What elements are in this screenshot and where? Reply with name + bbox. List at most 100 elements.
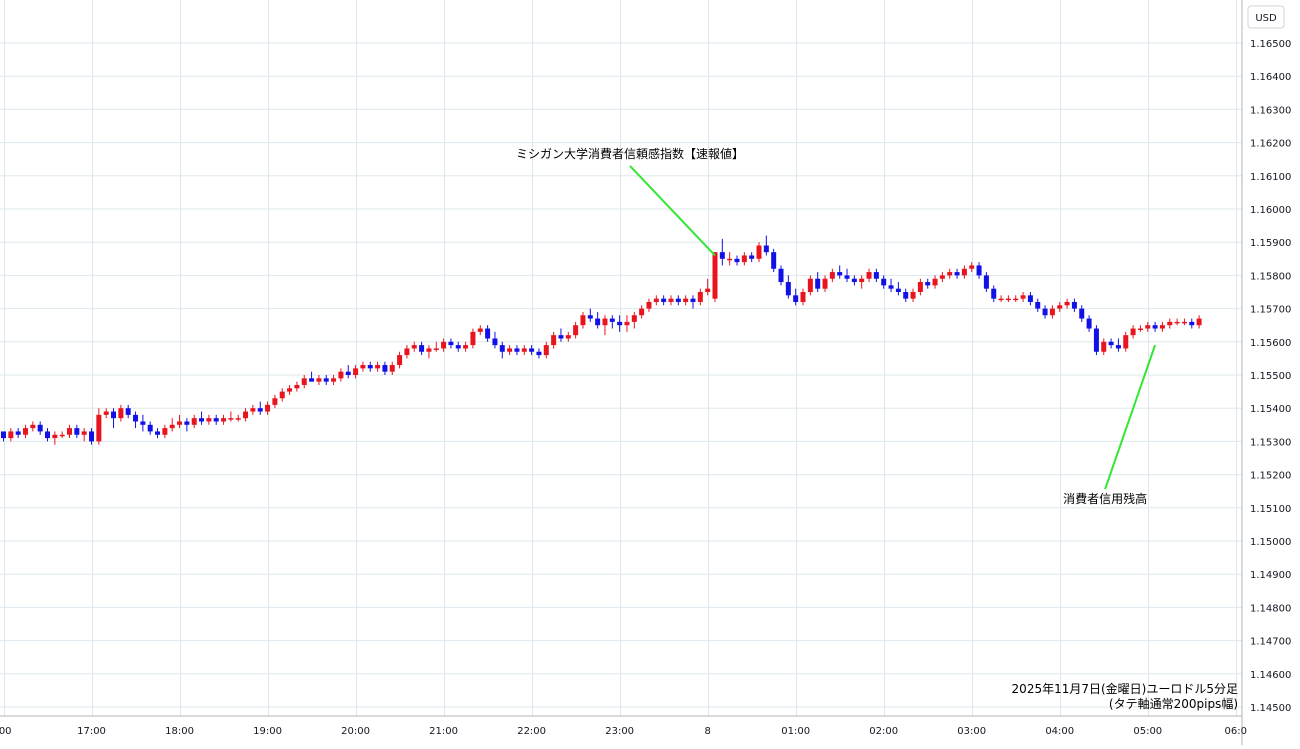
candle[interactable] [558,328,564,342]
candle[interactable] [338,368,344,382]
candle[interactable] [844,268,850,283]
candle[interactable] [191,414,197,429]
candle[interactable] [419,341,425,356]
candle[interactable] [961,265,967,279]
candle[interactable] [668,295,674,306]
candle[interactable] [1145,321,1151,332]
candle[interactable] [1079,305,1085,322]
candle[interactable] [1064,298,1070,309]
candle[interactable] [147,421,153,435]
candle[interactable] [793,288,799,306]
candle[interactable] [1,431,6,442]
candle[interactable] [52,431,58,445]
candle[interactable] [697,288,703,306]
candle[interactable] [573,321,579,339]
time-axis[interactable]: :00 17:00 18:00 19:00 20:00 21:00 22:00 23:00 8 0… [0,726,1247,737]
candle[interactable] [609,315,615,329]
candle[interactable] [1174,318,1180,326]
candle[interactable] [1042,305,1048,319]
candle[interactable] [837,265,843,279]
candle[interactable] [969,262,975,273]
candle[interactable] [37,421,43,435]
candle[interactable] [1020,292,1026,302]
candle[interactable] [169,418,175,432]
candle[interactable] [917,278,923,296]
candle[interactable] [1013,295,1019,302]
candle[interactable] [705,278,711,296]
candle[interactable] [426,345,432,359]
candle[interactable] [888,278,894,292]
candle[interactable] [895,282,901,296]
candle[interactable] [89,428,95,445]
candle[interactable] [543,341,549,359]
candle[interactable] [851,275,857,286]
candle[interactable] [741,252,747,266]
candle[interactable] [1005,295,1011,302]
candle[interactable] [1137,325,1143,332]
candle[interactable] [565,331,571,342]
candle[interactable] [323,375,329,385]
candle[interactable] [859,275,865,289]
candle[interactable] [59,431,65,439]
candle[interactable] [822,275,828,292]
candle[interactable] [162,424,168,439]
candle[interactable] [954,268,960,279]
candle[interactable] [719,238,725,266]
candle[interactable] [785,275,791,299]
candle[interactable] [316,375,322,385]
candle[interactable] [932,275,938,289]
candle[interactable] [250,404,256,415]
candle[interactable] [807,275,813,296]
candle[interactable] [903,288,909,302]
candle[interactable] [265,401,271,415]
candle[interactable] [1027,292,1033,306]
candle[interactable] [360,361,366,372]
candle[interactable] [756,242,762,263]
candle[interactable] [580,311,586,329]
candle[interactable] [477,325,483,336]
candle[interactable] [23,424,29,439]
candle[interactable] [441,338,447,352]
candle[interactable] [800,288,806,306]
candle[interactable] [221,414,227,425]
candle[interactable] [646,298,652,312]
candle[interactable] [1196,315,1202,329]
candle[interactable] [81,428,87,442]
candle[interactable] [257,401,263,415]
candle[interactable] [30,421,36,432]
candle[interactable] [1189,318,1195,329]
candle[interactable] [763,235,769,256]
candle[interactable] [602,315,608,336]
candle[interactable] [1167,318,1173,329]
candle[interactable] [301,375,307,389]
candle[interactable] [199,411,205,425]
candle[interactable] [639,305,645,319]
candle[interactable] [778,265,784,286]
candle[interactable] [1152,321,1158,332]
candle[interactable] [624,315,630,332]
candle[interactable] [653,295,659,306]
candle[interactable] [448,338,454,349]
candle[interactable] [235,414,241,422]
candle[interactable] [1123,331,1129,352]
candle[interactable] [521,345,527,356]
candle[interactable] [8,428,14,442]
candle[interactable] [492,331,498,349]
candles[interactable] [1,235,1202,445]
candle[interactable] [536,348,542,359]
candle[interactable] [727,252,733,266]
candle[interactable] [1115,338,1121,352]
candle[interactable] [1181,318,1187,326]
candle[interactable] [675,295,681,306]
candle[interactable] [433,341,439,352]
candle[interactable] [155,428,161,439]
candle[interactable] [184,418,190,432]
candle[interactable] [133,411,139,429]
candle[interactable] [991,285,997,302]
candle[interactable] [287,384,293,395]
candle[interactable] [881,275,887,289]
candle[interactable] [631,311,637,329]
candle[interactable] [367,361,373,372]
